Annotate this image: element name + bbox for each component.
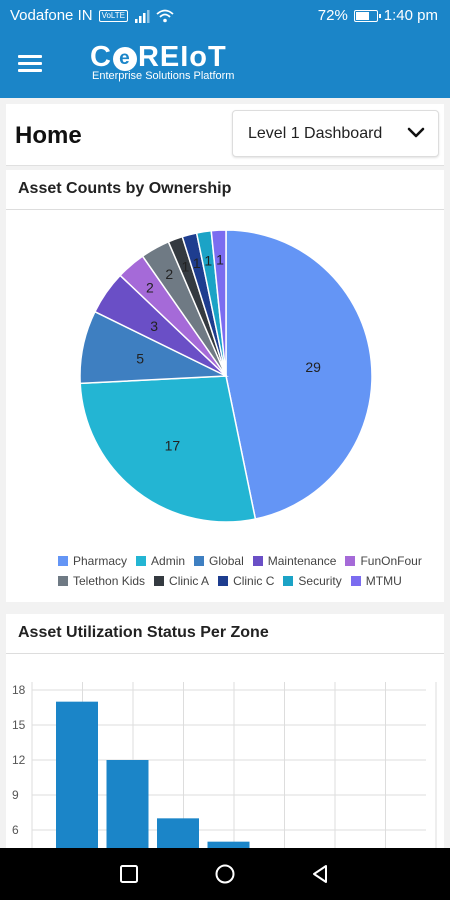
- y-tick-label: 15: [12, 718, 26, 732]
- legend-item-mtmu[interactable]: MTMU: [350, 574, 402, 588]
- legend-item-maintenance[interactable]: Maintenance: [252, 554, 337, 568]
- home-header-card: Home Level 1 Dashboard: [6, 104, 444, 166]
- bar-zone-2[interactable]: [106, 760, 149, 854]
- signal-icon: [135, 9, 150, 23]
- asset-counts-card: Asset Counts by Ownership 29 17 5 3 2 2 1 1 1 1 P…: [6, 170, 444, 602]
- legend-swatch: [283, 576, 294, 586]
- battery-fill: [355, 11, 370, 20]
- recent-apps-icon[interactable]: [117, 862, 141, 886]
- pie-label-clinic-c: 1: [193, 255, 201, 271]
- back-icon[interactable]: [308, 862, 332, 886]
- legend-swatch: [154, 576, 165, 586]
- legend-item-funonfour[interactable]: FunOnFour: [345, 554, 422, 568]
- battery-percent: 72%: [317, 7, 348, 24]
- clock: 1:40 pm: [383, 7, 438, 24]
- dashboard-select[interactable]: Level 1 Dashboard: [232, 110, 439, 157]
- android-nav-bar: [0, 848, 450, 900]
- legend-swatch: [194, 556, 205, 566]
- y-tick-label: 9: [12, 788, 19, 802]
- legend-swatch: [350, 576, 361, 586]
- pie-label-pharmacy: 29: [305, 359, 321, 375]
- chevron-down-icon: [407, 127, 425, 138]
- asset-counts-title: Asset Counts by Ownership: [6, 170, 444, 210]
- legend-item-clinic-c[interactable]: Clinic C: [218, 574, 274, 588]
- pie-slice-pharmacy[interactable]: [225, 229, 373, 520]
- home-icon[interactable]: [213, 862, 237, 886]
- legend-label: FunOnFour: [360, 554, 422, 568]
- legend-item-security[interactable]: Security: [283, 574, 342, 588]
- hamburger-menu-icon[interactable]: [18, 52, 52, 78]
- legend-label: MTMU: [365, 574, 402, 588]
- carrier-name: Vodafone IN: [10, 7, 93, 24]
- pie-label-telethon-kids: 2: [165, 266, 173, 282]
- page-title: Home: [15, 122, 82, 149]
- legend-label: Telethon Kids: [73, 574, 146, 588]
- dashboard-select-value: Level 1 Dashboard: [248, 125, 383, 142]
- status-right: 72% 1:40 pm: [318, 7, 438, 24]
- status-bar: Vodafone IN VoLTE 72% 1:40 pm: [0, 0, 450, 32]
- legend-label: Maintenance: [267, 554, 337, 568]
- legend-swatch: [345, 556, 356, 566]
- legend-item-clinic-a[interactable]: Clinic A: [154, 574, 209, 588]
- legend-label: Global: [209, 554, 244, 568]
- legend-swatch: [218, 576, 229, 586]
- legend-item-global[interactable]: Global: [194, 554, 244, 568]
- legend-label: Clinic A: [169, 574, 210, 588]
- pie-label-clinic-a: 1: [182, 258, 190, 274]
- legend-label: Admin: [151, 554, 186, 568]
- y-tick-label: 6: [12, 823, 19, 837]
- legend-label: Security: [298, 574, 342, 588]
- pie-slice-mtmu[interactable]: [210, 229, 227, 377]
- wifi-icon: [156, 9, 174, 22]
- pie-slice-admin[interactable]: [79, 375, 257, 523]
- legend-swatch: [136, 556, 147, 566]
- logo-subtitle: Enterprise Solutions Platform: [92, 70, 235, 82]
- pie-label-global: 5: [136, 350, 144, 366]
- volte-badge: VoLTE: [98, 9, 128, 22]
- bar-chart: 18 15 12 9 6: [12, 682, 437, 854]
- battery-icon: [353, 9, 381, 22]
- logo-mark: e: [112, 47, 137, 71]
- pie-legend: Pharmacy Admin Global Maintenance FunOnFour T…: [58, 554, 428, 588]
- pie-label-security: 1: [204, 253, 212, 269]
- legend-swatch: [252, 556, 263, 566]
- bar-zone-1[interactable]: [56, 701, 98, 854]
- y-tick-label: 12: [12, 753, 26, 767]
- y-tick-label: 18: [12, 683, 26, 697]
- legend-item-telethon-kids[interactable]: Telethon Kids: [58, 574, 145, 588]
- legend-item-admin[interactable]: Admin: [136, 554, 185, 568]
- pie-label-maintenance: 3: [150, 318, 158, 334]
- legend-swatch: [58, 576, 68, 586]
- legend-label: Pharmacy: [73, 554, 128, 568]
- status-left: Vodafone IN VoLTE: [10, 7, 174, 24]
- pie-label-funonfour: 2: [146, 279, 154, 295]
- legend-item-pharmacy[interactable]: Pharmacy: [58, 554, 127, 568]
- legend-swatch: [58, 556, 68, 566]
- asset-utilization-card: Asset Utilization Status Per Zone 18 15 12…: [6, 614, 444, 854]
- asset-utilization-title: Asset Utilization Status Per Zone: [6, 614, 444, 654]
- pie-label-admin: 17: [165, 437, 181, 453]
- legend-label: Clinic C: [233, 574, 275, 588]
- pie-label-mtmu: 1: [216, 251, 224, 267]
